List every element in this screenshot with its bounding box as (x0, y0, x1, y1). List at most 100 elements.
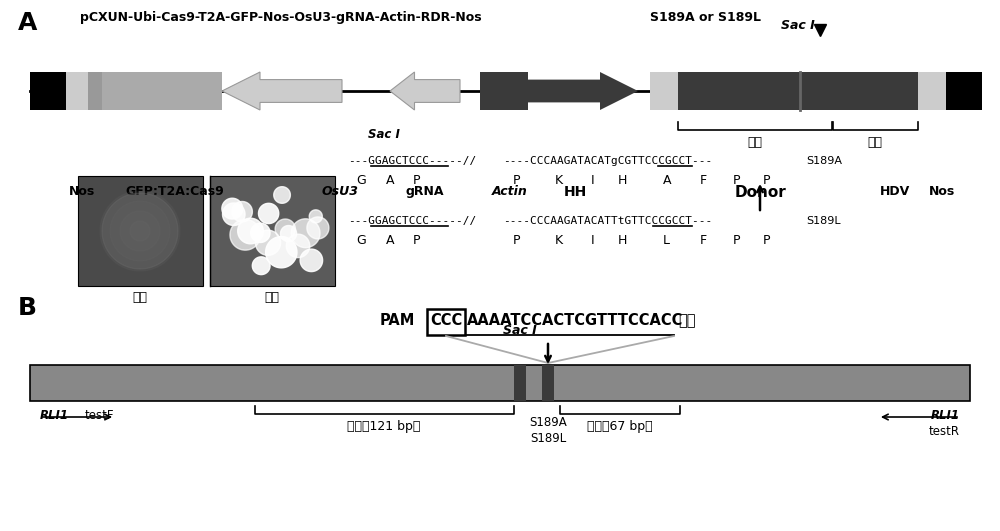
Polygon shape (291, 219, 320, 247)
Text: P: P (513, 234, 520, 247)
Text: pCXUN-Ubi-Cas9-T2A-GFP-Nos-OsU3-gRNA-Actin-RDR-Nos: pCXUN-Ubi-Cas9-T2A-GFP-Nos-OsU3-gRNA-Act… (80, 11, 482, 24)
Bar (210, 176, 335, 286)
Text: RLI1: RLI1 (40, 409, 69, 422)
Text: G: G (356, 174, 366, 187)
Polygon shape (230, 219, 261, 250)
Polygon shape (528, 72, 638, 110)
Text: ----CCCAAGATACATTtGTTCCCGCCT---: ----CCCAAGATACATTtGTTCCCGCCT--- (503, 216, 712, 226)
Text: Donor: Donor (734, 185, 786, 200)
Polygon shape (251, 223, 270, 243)
Text: I: I (591, 174, 595, 187)
Text: G: G (356, 234, 366, 247)
Text: P: P (733, 234, 740, 247)
Text: P: P (413, 234, 420, 247)
Text: A: A (663, 174, 672, 187)
Text: CCC: CCC (430, 313, 462, 328)
Polygon shape (286, 234, 310, 258)
Text: F: F (700, 174, 707, 187)
Text: K: K (555, 234, 563, 247)
Text: 右臂（67 bp）: 右臂（67 bp） (587, 420, 653, 433)
Polygon shape (255, 230, 281, 255)
Bar (833, 72, 918, 110)
Polygon shape (274, 187, 290, 203)
Text: testR: testR (929, 425, 960, 438)
Text: 靶点: 靶点 (678, 313, 696, 328)
Polygon shape (222, 198, 243, 219)
Text: B: B (18, 296, 37, 320)
Text: P: P (763, 234, 770, 247)
Polygon shape (300, 249, 323, 271)
Text: K: K (555, 174, 563, 187)
Text: Nos: Nos (929, 185, 955, 198)
Polygon shape (102, 193, 178, 269)
Polygon shape (275, 219, 295, 239)
Text: RLI1: RLI1 (931, 409, 960, 422)
Bar (427, 309, 465, 335)
Text: 左臂: 左臂 (748, 136, 763, 149)
Text: S189A or S189L: S189A or S189L (650, 11, 761, 24)
Polygon shape (258, 203, 279, 224)
Bar (918, 72, 946, 110)
Bar (480, 72, 528, 110)
Polygon shape (232, 201, 252, 222)
Text: 右臂: 右臂 (868, 136, 883, 149)
Text: P: P (733, 174, 740, 187)
Polygon shape (252, 257, 270, 275)
Bar (514, 365, 526, 401)
Text: ---GGAGCTCCC-----//: ---GGAGCTCCC-----// (348, 216, 476, 226)
Text: gRNA: gRNA (406, 185, 444, 198)
Bar (542, 365, 554, 401)
Polygon shape (390, 72, 460, 110)
Text: HDV: HDV (880, 185, 910, 198)
Bar (650, 72, 678, 110)
Text: GFP:T2A:Cas9: GFP:T2A:Cas9 (126, 185, 224, 198)
Text: Actin: Actin (492, 185, 528, 198)
Text: S189A: S189A (806, 156, 842, 166)
Text: F: F (700, 234, 707, 247)
Text: H: H (618, 174, 627, 187)
Polygon shape (222, 72, 342, 110)
Text: A: A (18, 11, 37, 35)
Text: AAAATCCACTCGTTTCCACC: AAAATCCACTCGTTTCCACC (467, 313, 683, 328)
Text: S189L: S189L (806, 216, 841, 226)
Text: PAM: PAM (380, 313, 415, 328)
Bar (30, 365, 970, 401)
Text: Sac I: Sac I (368, 128, 400, 141)
Bar (78, 176, 203, 286)
Bar (88, 72, 102, 110)
Text: S189L: S189L (530, 432, 566, 445)
Text: P: P (513, 174, 520, 187)
Text: P: P (763, 174, 770, 187)
Polygon shape (281, 226, 297, 242)
Text: A: A (386, 234, 394, 247)
Text: testF: testF (85, 409, 114, 422)
Text: Sac I: Sac I (503, 324, 537, 337)
Polygon shape (309, 210, 322, 223)
Text: P: P (413, 174, 420, 187)
Text: ---GGAGCTCCC-----//: ---GGAGCTCCC-----// (348, 156, 476, 166)
Text: 荧光: 荧光 (264, 291, 280, 304)
Polygon shape (307, 217, 329, 239)
Bar (66, 72, 88, 110)
Bar (678, 72, 833, 110)
Bar (946, 72, 982, 110)
Bar (30, 72, 66, 110)
Text: HH: HH (563, 185, 587, 199)
Polygon shape (130, 221, 150, 241)
Text: Sac I: Sac I (781, 19, 815, 32)
Text: 左臂（121 bp）: 左臂（121 bp） (347, 420, 421, 433)
Text: ----CCCAAGATACATgCGTTCCCGCCT---: ----CCCAAGATACATgCGTTCCCGCCT--- (503, 156, 712, 166)
Polygon shape (100, 191, 180, 271)
Bar (102, 72, 222, 110)
Text: OsU3: OsU3 (322, 185, 358, 198)
Text: S189A: S189A (529, 416, 567, 429)
Text: A: A (386, 174, 394, 187)
Polygon shape (266, 236, 297, 268)
Polygon shape (238, 218, 263, 244)
Text: 明场: 明场 (132, 291, 148, 304)
Text: Nos: Nos (69, 185, 95, 198)
Polygon shape (110, 201, 170, 261)
Polygon shape (223, 203, 245, 226)
Text: I: I (591, 234, 595, 247)
Polygon shape (120, 211, 160, 251)
